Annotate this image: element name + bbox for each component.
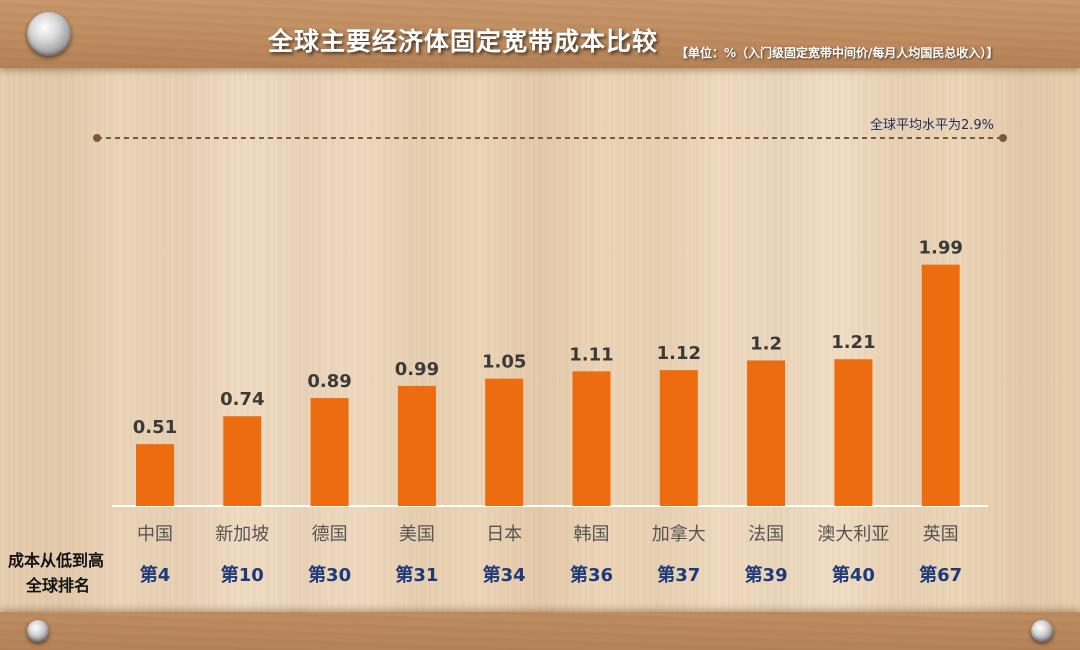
data-label: 1.05 [482, 352, 526, 373]
knob-top-left-icon [27, 12, 71, 56]
knob-bottom-right-icon [1031, 620, 1053, 642]
x-tick-label: 日本 [486, 524, 522, 545]
top-wood-frame [0, 0, 1080, 68]
rank-label: 第39 [745, 564, 788, 586]
data-label: 1.12 [657, 343, 701, 364]
bar [834, 359, 873, 506]
unit-note: 【单位：%（入门级固定宽带中间价/每月人均国民总收入）】 [676, 46, 999, 60]
rank-label: 第37 [657, 564, 700, 586]
bar [485, 378, 524, 506]
bar [223, 416, 262, 506]
reference-line-end-dot [999, 134, 1007, 142]
x-tick-label: 新加坡 [215, 524, 269, 545]
bar [397, 385, 436, 506]
chart-title: 全球主要经济体固定宽带成本比较 [268, 27, 659, 56]
x-tick-label: 美国 [399, 524, 435, 545]
row-label-cost: 成本从低到高 [8, 551, 105, 570]
bar [572, 371, 611, 506]
bar [659, 370, 698, 506]
knob-bottom-left-icon [27, 620, 49, 642]
data-label: 0.89 [307, 371, 351, 392]
row-label-rank: 全球排名 [26, 576, 91, 595]
data-label: 1.99 [918, 238, 962, 259]
data-label: 1.11 [569, 344, 613, 365]
bottom-wood-frame [0, 612, 1080, 650]
x-tick-label: 德国 [312, 524, 348, 545]
data-label: 0.51 [133, 417, 177, 438]
data-label: 0.74 [220, 389, 264, 410]
rank-label: 第30 [308, 564, 351, 586]
rank-label: 第31 [395, 564, 438, 586]
bar [747, 360, 786, 506]
rank-label: 第4 [140, 564, 171, 586]
x-tick-label: 英国 [923, 524, 959, 545]
rank-label: 第36 [570, 564, 613, 586]
x-tick-label: 中国 [137, 524, 173, 545]
bar [921, 264, 960, 506]
x-tick-label: 法国 [748, 524, 784, 545]
data-label: 1.2 [750, 333, 782, 354]
reference-line-label: 全球平均水平为2.9% [870, 118, 995, 133]
data-label: 1.21 [831, 332, 875, 353]
x-tick-label: 加拿大 [652, 523, 706, 545]
rank-label: 第67 [919, 564, 962, 586]
data-label: 0.99 [395, 359, 439, 380]
bar [310, 398, 349, 506]
reference-line-start-dot [93, 134, 101, 142]
x-tick-label: 澳大利亚 [817, 524, 889, 545]
rank-label: 第10 [221, 564, 264, 586]
rank-label: 第40 [832, 564, 875, 586]
bar [136, 444, 174, 506]
x-tick-label: 韩国 [574, 524, 610, 545]
rank-label: 第34 [483, 564, 526, 586]
